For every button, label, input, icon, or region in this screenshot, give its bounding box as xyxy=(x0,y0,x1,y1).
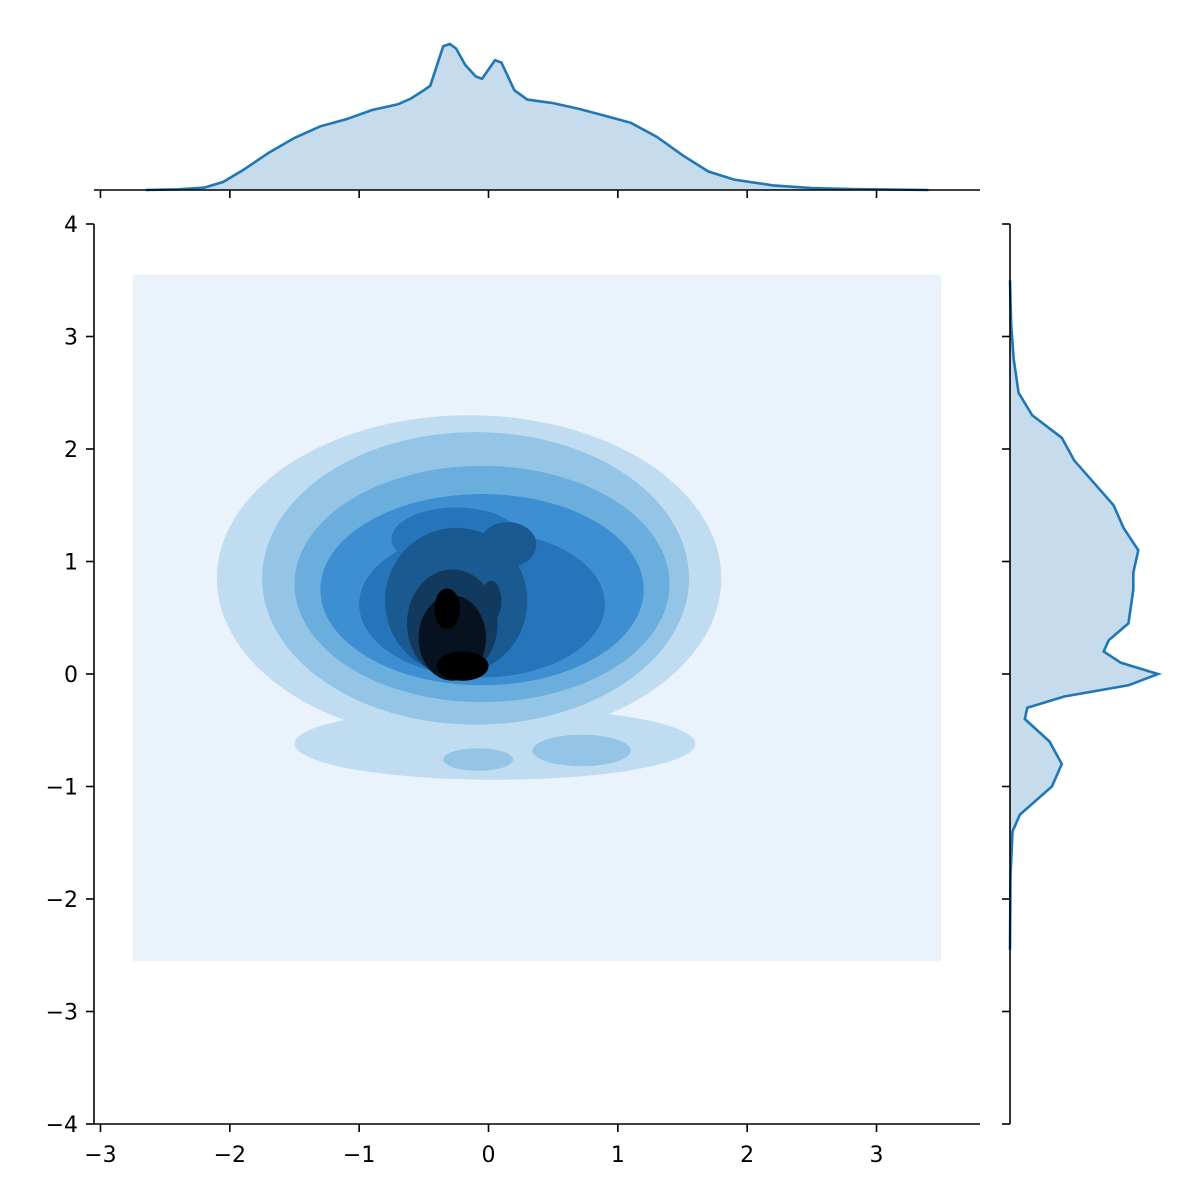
x-tick-label: 3 xyxy=(870,1143,884,1168)
marginal-y-plot xyxy=(1002,223,1163,1125)
y-tick-label: 4 xyxy=(64,213,78,238)
kde-level-7-region-2 xyxy=(480,580,502,622)
marginal-x-ticks xyxy=(99,190,878,198)
x-tick-label: −3 xyxy=(84,1143,116,1168)
marginal-y-line xyxy=(1008,280,1163,950)
kde-level-2-region-3 xyxy=(443,748,514,771)
kde-level-2-region-2 xyxy=(532,734,631,767)
y-tick-label: 0 xyxy=(64,663,78,688)
marginal-x-plot xyxy=(94,42,980,198)
marginal-y-fill xyxy=(1010,280,1158,950)
kde-level-9-region-1 xyxy=(434,588,461,629)
x-tick-label: 2 xyxy=(740,1143,754,1168)
x-axis-ticks: −3 −2 −1 0 1 2 3 xyxy=(84,1124,884,1168)
x-tick-label: 1 xyxy=(611,1143,625,1168)
x-tick-label: −1 xyxy=(343,1143,375,1168)
x-tick-label: 0 xyxy=(481,1143,495,1168)
y-tick-label: −1 xyxy=(46,776,78,801)
y-tick-label: −4 xyxy=(46,1113,78,1138)
y-tick-label: −2 xyxy=(46,888,78,913)
marginal-x-line xyxy=(145,42,929,192)
marginal-x-fill xyxy=(145,44,929,190)
kde-level-9-region-2 xyxy=(436,651,489,681)
y-tick-label: 1 xyxy=(64,551,78,576)
kde-contour-layers xyxy=(132,274,942,961)
y-axis-ticks: −4 −3 −2 −1 0 1 2 3 4 xyxy=(46,213,94,1138)
y-tick-label: 3 xyxy=(64,326,78,351)
x-tick-label: −2 xyxy=(214,1143,246,1168)
marginal-y-ticks xyxy=(1002,223,1010,1125)
y-tick-label: 2 xyxy=(64,438,78,463)
kde-level-6-region-2 xyxy=(479,522,537,568)
y-tick-label: −3 xyxy=(46,1001,78,1026)
